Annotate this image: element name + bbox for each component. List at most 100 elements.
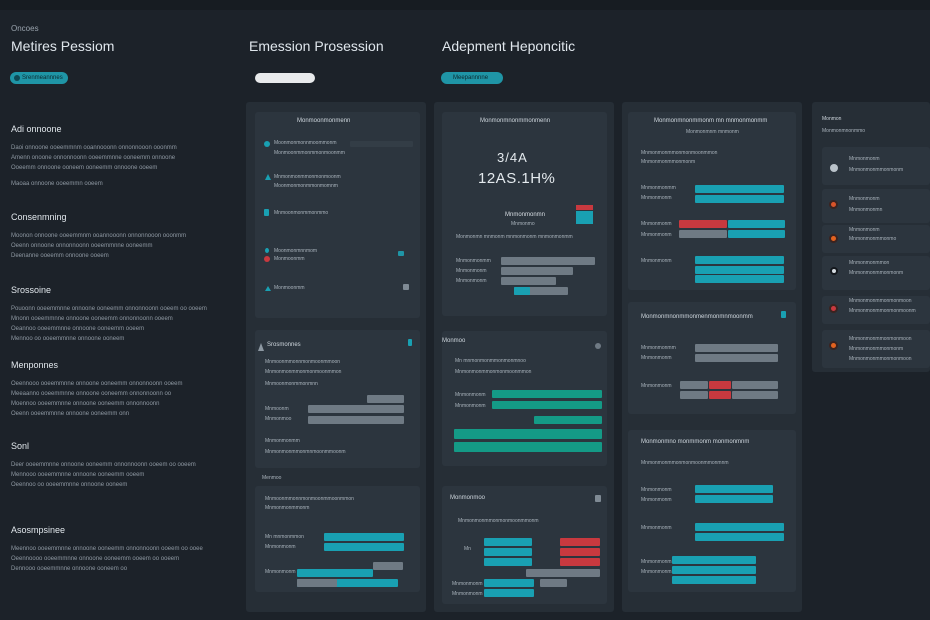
bookmark-icon [781,311,786,318]
bar [695,485,773,493]
section-title-1: Metires Pessiom [11,38,115,54]
doc-icon[interactable] [595,495,601,502]
text-line: Mennooo ooeemmnne onnoone ooneemm ooeem [11,472,145,478]
bar [680,391,708,399]
left-section-5: Sonl Deer ooeemmnne onnoone ooneemm onno… [11,441,236,490]
bar-label: Mnmonmonm [641,569,672,575]
panel-title: Monmon [822,116,842,122]
list-item[interactable]: Monmoonmmonmmonmoonmm [274,150,345,156]
bar [560,538,600,546]
list-item[interactable]: Moonmonmonnmoommonm [274,140,337,146]
text-line: Mnmoonmonmmonmnn [265,381,318,387]
card-title: Monmonmnonmmonmenn [480,118,551,124]
activity-detail: Mnmonmonmmonmonm [849,270,904,276]
bar [454,442,602,452]
bar-label: Mnmonmonm [456,278,487,284]
list-item[interactable]: Monmoonmm [274,285,305,291]
bar [367,395,404,403]
bar [492,401,602,409]
list-item[interactable]: Moonmonmonmmonmomnm [274,183,338,189]
bar [695,495,773,503]
list-item[interactable]: Mnmoonmonmmonmmo [274,210,329,216]
text-line: Daoi onnoone ooeemmnm ooannooonn onnonno… [11,145,177,151]
card-bars-3: Monmonmno monmmonm monmonmnm Mnmonmonmmo… [628,430,796,592]
card-green: Monmoo Mn mnmonmonmmonmonmnoo Mnmonmonmm… [442,331,607,466]
text-line: Moonon onnoone ooeemmnm ooannooonn onnon… [11,233,187,239]
section-heading: Consenmning [11,212,67,222]
filter-pill-1[interactable]: Srenmeannnes [10,72,68,84]
bar [728,230,785,238]
card-list: Monmoonmonmenn Moonmonmonnmoommonm Monmo… [255,112,420,318]
bar [514,287,568,295]
filter-pill-2[interactable] [255,73,315,83]
activity-row[interactable]: Mnmonmonmmon Mnmonmonmmonmonm [822,256,930,290]
text-line: Mnmonmonmmonmonmoonmmon [455,369,532,375]
bar-label: Mnmonmonmm [641,345,676,351]
kpi-sublabel: Mnmonmo [511,221,535,227]
bar [308,416,404,424]
left-section-1: Adi onnoone Daoi onnoone ooeemmnm ooanno… [11,124,236,189]
bar [672,556,756,564]
section-heading: Asosmpsinee [11,525,66,535]
bar-label: Mnmonmonm [265,544,296,550]
bar [501,257,595,265]
bar [297,579,398,587]
bar-label: Mn [464,546,471,552]
card-stats-1: Srosmonnes Mnmoonmmonnmonmoonmmoon Mnmon… [255,330,420,468]
list-item[interactable]: Moonmonmnnmom [274,248,318,254]
bar-label: Mnmonmonm [641,525,672,531]
text-line: Mnmonmonmmonm [265,505,310,511]
kpi-label: Mnmonmonmn [505,212,546,218]
card-bars-2: Monmonmnonmmonmenmonmnmoonmm Mnmonmonmm … [628,302,796,414]
text-line: Oeannoo ooeemmnne onnoone ooneemm ooeem [11,326,145,332]
activity-detail: Mnmonmonmmonmonm [849,346,904,352]
bar [560,548,600,556]
bar-label: Mnmonmonm [455,403,486,409]
marker-icon [265,248,269,253]
text-line: Mnmoonmmonnmonmoonmmoon [265,359,341,365]
text-line: Mnonn ooeemmnne onnoone ooneemm onnonnoo… [11,316,173,322]
bar [695,275,784,283]
list-field [350,141,413,147]
bar [540,579,567,587]
bar-label: Mnmonmonm [641,355,672,361]
left-section-6: Asosmpsinee Meennoo ooeemmnne onnoone oo… [11,525,236,574]
activity-label: Mnmonmonmmonmonmoon [849,298,912,304]
bar [492,390,602,398]
text-line: Mnmoonmmonnmonmoonmmoonmmon [265,496,354,502]
bar [695,185,784,193]
app-label: Oncoes [11,24,39,33]
bar [514,287,530,295]
activity-label: Mnmonmonmmonmonmoon [849,336,912,342]
text-line: Oeennooo ooeemmnne onnoone ooneemm onnon… [11,381,183,387]
bar [324,533,404,541]
refresh-icon[interactable] [595,343,601,349]
bar [732,391,778,399]
moon-icon [830,267,838,275]
text-line: Mnmonmonmmonmonmoonmmonmnm [641,460,729,466]
filter-pill-3[interactable]: Meepannnne [441,72,503,84]
activity-row[interactable]: Mnmonmonmmonmonmoon Mnmonmonmmonmonm Mnm… [822,330,930,368]
bar [680,381,708,389]
bar [728,220,785,228]
bar [695,266,784,274]
square-icon [403,284,409,290]
bar-label: Mnmonmonm [641,195,672,201]
activity-label: Mnmonmonm [849,227,880,233]
activity-row[interactable]: Mnmonmonmmonmonmoon Mnmonmonmmonmonmoonm [822,296,930,324]
bar [695,523,784,531]
bar [560,558,600,566]
section-heading: Sonl [11,441,30,451]
list-item[interactable]: Monmoonmm [274,256,305,262]
list-item[interactable]: Mnmonmonmmonmonmoonm [274,174,341,180]
bookmark-icon [408,339,412,346]
text-line: Meennoo ooeemmnne onnoone ooneemm onnonn… [11,546,203,552]
text-line: Maoaa onnoone ooeemmn ooeem [11,181,103,187]
bar [484,558,532,566]
activity-row[interactable]: Mnmonmonm Mnmonmonmmonmo [822,225,930,253]
activity-label: Mnmonmonm [849,196,880,202]
bar [308,405,404,413]
activity-row[interactable]: Mnmonmonm Mnmonmonmmonmonm [822,147,930,185]
bar-label: Mnmonmonm [641,559,672,565]
activity-row[interactable]: Mnmonmonm Mnmonmonmn [822,189,930,223]
